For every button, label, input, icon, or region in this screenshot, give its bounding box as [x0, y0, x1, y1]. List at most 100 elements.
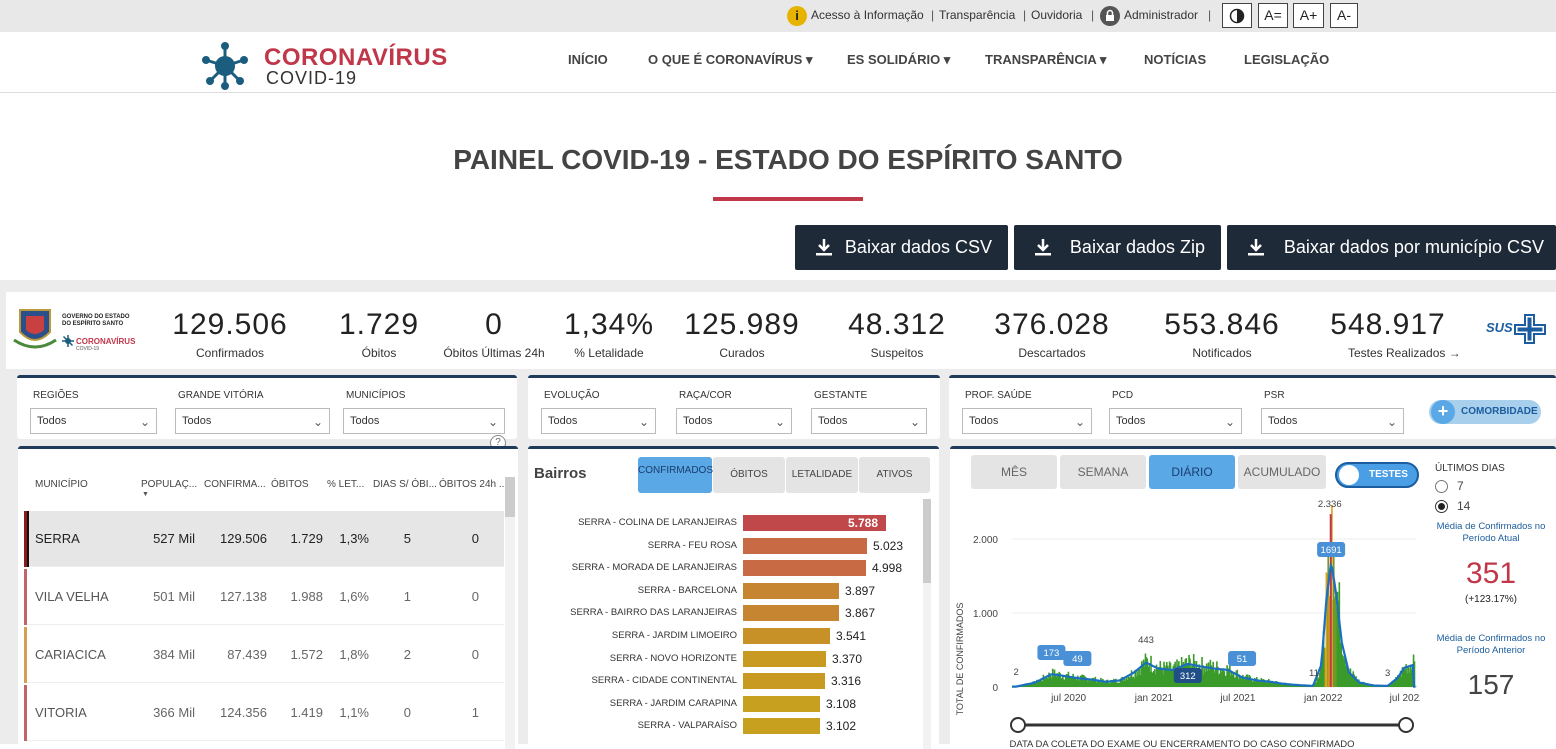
virus-icon: [200, 40, 252, 92]
y-tick-label: 2.000: [973, 535, 998, 546]
kpi-bar: GOVERNO DO ESTADO DO ESPÍRITO SANTO CORO…: [6, 292, 1556, 369]
bairro-value: 3.370: [832, 652, 862, 666]
annotation-label: 3: [1385, 668, 1390, 679]
range-slider-handle-end[interactable]: [1399, 718, 1413, 732]
tab-confirmados[interactable]: CONFIRMADOS: [638, 457, 712, 493]
download-icon: [815, 238, 833, 256]
col-populacao[interactable]: POPULAÇ...: [141, 479, 197, 490]
tab-ativos[interactable]: ATIVOS: [859, 457, 930, 493]
bairro-bar[interactable]: [743, 605, 839, 621]
select-grande-vitoria[interactable]: Todos⌄: [175, 408, 330, 434]
col-obitos-24h[interactable]: ÓBITOS 24h ...: [439, 479, 507, 490]
download-zip-button[interactable]: Baixar dados Zip: [1014, 225, 1221, 270]
select-prof-saude[interactable]: Todos⌄: [962, 408, 1092, 434]
site-logo[interactable]: CORONAVÍRUS COVID-19: [200, 40, 460, 90]
filter-label-gestante: GESTANTE: [814, 390, 867, 401]
select-evolucao[interactable]: Todos⌄: [541, 408, 656, 434]
x-tick-label: jan 2022: [1303, 693, 1343, 704]
bairro-bar[interactable]: [743, 651, 826, 667]
font-decrease-button[interactable]: A-: [1330, 3, 1358, 28]
cell-ob24: 0: [472, 647, 479, 662]
filter-label-raca-cor: RAÇA/COR: [679, 390, 732, 401]
nav-o-que-e-coronavirus[interactable]: O QUE É CORONAVÍRUS ▾: [648, 52, 812, 68]
nav-noticias[interactable]: NOTÍCIAS: [1144, 52, 1206, 67]
kpi-descartados-label: Descartados: [992, 346, 1112, 360]
link-transparencia[interactable]: Transparência: [939, 8, 1015, 22]
nav-es-solidario[interactable]: ES SOLIDÁRIO ▾: [847, 52, 950, 68]
select-value: Todos: [683, 415, 712, 427]
sus-cross-icon: [1512, 312, 1548, 348]
nav-legislacao[interactable]: LEGISLAÇÃO: [1244, 52, 1329, 67]
contrast-button[interactable]: [1222, 3, 1252, 28]
municipio-name: VILA VELHA: [35, 589, 109, 604]
tab-letalidade[interactable]: LETALIDADE: [786, 457, 858, 493]
radio-unchecked-icon: [1435, 480, 1448, 493]
nav-transparencia[interactable]: TRANSPARÊNCIA ▾: [985, 52, 1106, 68]
select-value: Todos: [37, 415, 66, 427]
filter-label-municipios: MUNICÍPIOS: [346, 390, 405, 401]
link-ouvidoria[interactable]: Ouvidoria: [1031, 8, 1082, 22]
chevron-down-icon: ⌄: [775, 410, 785, 434]
select-regioes[interactable]: Todos⌄: [30, 408, 157, 434]
col-dias-sem-obito[interactable]: DIAS S/ ÓBI...: [373, 479, 437, 490]
select-raca-cor[interactable]: Todos ⌄: [676, 408, 792, 434]
radio-7[interactable]: 7: [1435, 479, 1495, 495]
kpi-suspeitos-value: 48.312: [842, 308, 952, 342]
tab-obitos[interactable]: ÓBITOS: [713, 457, 785, 493]
radio-7-label: 7: [1457, 479, 1464, 493]
col-letalidade[interactable]: % LET...: [327, 479, 364, 490]
bairro-bar[interactable]: [743, 560, 866, 576]
col-municipio[interactable]: MUNICÍPIO: [35, 479, 88, 490]
comorbidade-button[interactable]: + COMORBIDADE: [1429, 400, 1541, 424]
brand-sub: COVID-19: [266, 68, 357, 89]
range-slider-handle-start[interactable]: [1011, 718, 1025, 732]
page-title: PAINEL COVID-19 - ESTADO DO ESPÍRITO SAN…: [0, 144, 1556, 176]
chevron-down-icon: ⌄: [313, 410, 323, 434]
select-pcd[interactable]: Todos⌄: [1109, 408, 1242, 434]
annotation-label: 51: [1237, 654, 1248, 665]
bairro-bar[interactable]: [743, 628, 830, 644]
bairro-label: SERRA - NOVO HORIZONTE: [517, 653, 737, 664]
radio-checked-icon: [1435, 500, 1448, 513]
cell-conf: 129.506: [220, 531, 267, 546]
cell-pop: 501 Mil: [153, 589, 195, 604]
bairros-scrollbar[interactable]: [923, 499, 931, 749]
filter-label-pcd: PCD: [1112, 390, 1133, 401]
radio-14[interactable]: 14: [1435, 499, 1495, 515]
col-confirmados[interactable]: CONFIRMA...: [204, 479, 266, 490]
link-acesso-informacao[interactable]: Acesso à Informação: [811, 8, 924, 22]
cell-ob: 1.572: [290, 647, 323, 662]
dashboard: GOVERNO DO ESTADO DO ESPÍRITO SANTO CORO…: [0, 280, 1556, 744]
select-gestante[interactable]: Todos⌄: [811, 408, 927, 434]
select-value: Todos: [969, 415, 998, 427]
font-increase-button[interactable]: A+: [1293, 3, 1324, 28]
nav-inicio[interactable]: INÍCIO: [568, 52, 608, 67]
col-obitos[interactable]: ÓBITOS: [271, 479, 309, 490]
bairro-bar[interactable]: [743, 718, 820, 734]
select-psr[interactable]: Todos⌄: [1261, 408, 1404, 434]
select-municipios[interactable]: Todos⌄: [343, 408, 505, 434]
font-reset-button[interactable]: A=: [1258, 3, 1288, 28]
bairro-label: SERRA - VALPARAÍSO: [517, 720, 737, 731]
download-csv-button[interactable]: Baixar dados CSV: [795, 225, 1008, 270]
sort-desc-icon: ▼: [142, 491, 149, 498]
bairro-bar[interactable]: [743, 538, 867, 554]
bairro-bar[interactable]: [743, 673, 825, 689]
download-municipio-csv-button[interactable]: Baixar dados por município CSV: [1227, 225, 1556, 270]
bairro-bar[interactable]: [743, 696, 820, 712]
bairro-bar[interactable]: [743, 583, 839, 599]
download-zip-label: Baixar dados Zip: [1070, 225, 1205, 270]
link-administrador[interactable]: Administrador: [1124, 8, 1198, 22]
cell-ob24: 0: [472, 531, 479, 546]
kpi-testes-link[interactable]: Testes Realizados →: [1328, 346, 1468, 360]
table-scrollbar[interactable]: [505, 477, 515, 749]
chevron-down-icon: ⌄: [910, 410, 920, 434]
kpi-testes-value: 548.917: [1328, 308, 1448, 342]
contrast-icon: [1229, 8, 1245, 24]
annotation-label: 443: [1138, 635, 1154, 646]
x-axis-label: DATA DA COLETA DO EXAME OU ENCERRAMENTO …: [1009, 739, 1354, 749]
